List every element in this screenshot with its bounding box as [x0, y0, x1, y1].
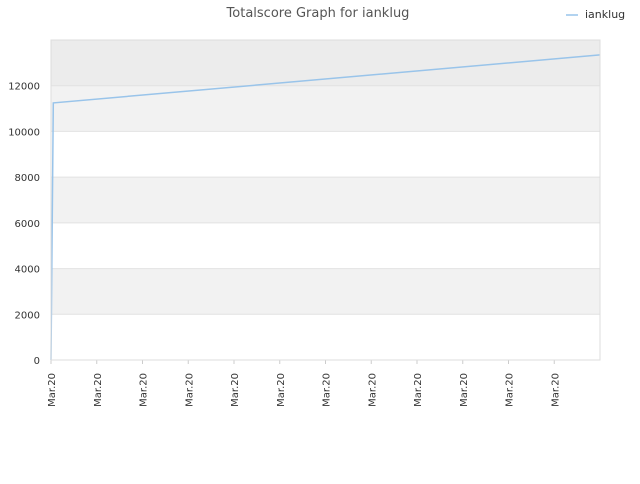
y-tick-label: 10000 — [8, 127, 40, 138]
y-tick-label: 0 — [34, 356, 40, 367]
x-tick-label: Mar.20 — [230, 373, 241, 407]
y-tick-label: 4000 — [15, 265, 40, 276]
background-band — [51, 131, 600, 178]
legend-label: ianklug — [585, 8, 625, 21]
background-bands — [51, 40, 600, 360]
background-band — [51, 85, 600, 132]
series-lines — [50, 54, 601, 361]
legend: ianklug — [566, 8, 625, 21]
background-band — [51, 222, 600, 269]
background-band — [51, 268, 600, 315]
x-axis-ticks: Mar.20 Mar.20 Mar.20 Mar.20 Mar.20 Mar.20 Mar.… — [47, 360, 561, 407]
x-tick-label: Mar.20 — [322, 373, 333, 407]
y-tick-label: 6000 — [15, 219, 40, 230]
plot-frame — [50, 39, 601, 361]
x-tick-label: Mar.20 — [367, 373, 378, 407]
background-band — [51, 314, 600, 360]
x-tick-label: Mar.20 — [184, 373, 195, 407]
x-tick-label: Mar.20 — [413, 373, 424, 407]
y-tick-label: 2000 — [15, 310, 40, 321]
y-tick-label: 12000 — [8, 82, 40, 93]
x-tick-label: Mar.20 — [505, 373, 516, 407]
x-tick-label: Mar.20 — [93, 373, 104, 407]
chart-title: Totalscore Graph for ianklug — [226, 6, 410, 21]
y-axis-ticks: 0 2000 4000 6000 8000 10000 12000 — [8, 82, 40, 367]
x-tick-label: Mar.20 — [139, 373, 150, 407]
series-line — [50, 54, 601, 361]
x-tick-label: Mar.20 — [459, 373, 470, 407]
background-band — [51, 177, 600, 223]
y-tick-label: 8000 — [15, 173, 40, 184]
x-tick-label: Mar.20 — [550, 373, 561, 407]
x-tick-label: Mar.20 — [276, 373, 287, 407]
x-tick-label: Mar.20 — [47, 373, 58, 407]
